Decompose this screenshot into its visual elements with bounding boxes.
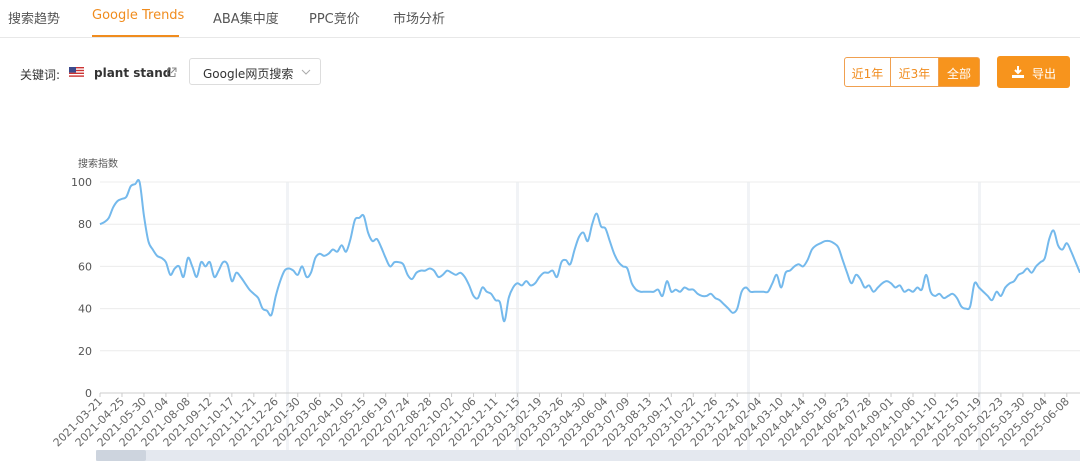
y-axis-title: 搜索指数	[78, 157, 118, 170]
keyword: plant stand	[94, 66, 172, 80]
range-button[interactable]: 近1年	[844, 57, 891, 87]
tab-active[interactable]: Google Trends	[92, 8, 185, 23]
y-tick-label: 100	[71, 176, 92, 189]
y-tick-label: 80	[78, 218, 92, 231]
open-link-icon[interactable]	[166, 67, 177, 78]
dropdown-arrow	[301, 69, 311, 75]
scrollbar-handle[interactable]	[96, 450, 146, 461]
trend-line	[99, 179, 1080, 323]
y-tick-label: 60	[78, 260, 92, 273]
range-button[interactable]: 近3年	[890, 57, 939, 87]
export-text: 导出	[1032, 67, 1057, 81]
tab-indicator	[92, 35, 179, 37]
range-button-active[interactable]: 全部	[938, 57, 980, 87]
y-tick-label: 40	[78, 303, 92, 316]
export-button[interactable]: 导出	[997, 56, 1070, 88]
keyword-label: 关键词:	[20, 68, 61, 82]
period-separator	[747, 182, 750, 450]
scrollbar-track[interactable]	[96, 450, 1080, 461]
tab[interactable]: ABA集中度	[213, 12, 279, 27]
y-tick-label: 20	[78, 345, 92, 358]
flag-icon	[69, 67, 84, 77]
period-separator	[978, 182, 981, 450]
tab[interactable]: 搜索趋势	[8, 12, 61, 27]
period-separator	[286, 182, 289, 450]
tab[interactable]: 市场分析	[393, 12, 446, 27]
divider	[0, 37, 1080, 38]
y-tick-label: 0	[85, 387, 92, 400]
download-icon	[1012, 66, 1024, 78]
source-dropdown[interactable]: Google网页搜索	[189, 58, 321, 85]
dropdown-text: Google网页搜索	[203, 67, 294, 81]
period-separator	[516, 182, 519, 450]
tab[interactable]: PPC竞价	[309, 12, 360, 27]
